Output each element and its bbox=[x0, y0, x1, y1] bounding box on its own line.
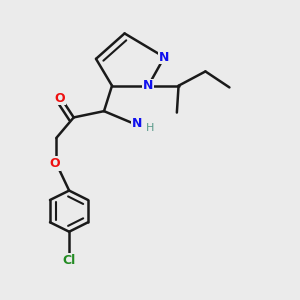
Text: N: N bbox=[159, 51, 169, 64]
Text: Cl: Cl bbox=[62, 254, 76, 267]
Text: O: O bbox=[54, 92, 65, 105]
Text: N: N bbox=[132, 117, 142, 130]
Text: N: N bbox=[143, 79, 154, 92]
Text: H: H bbox=[146, 123, 154, 133]
Text: O: O bbox=[50, 157, 60, 170]
